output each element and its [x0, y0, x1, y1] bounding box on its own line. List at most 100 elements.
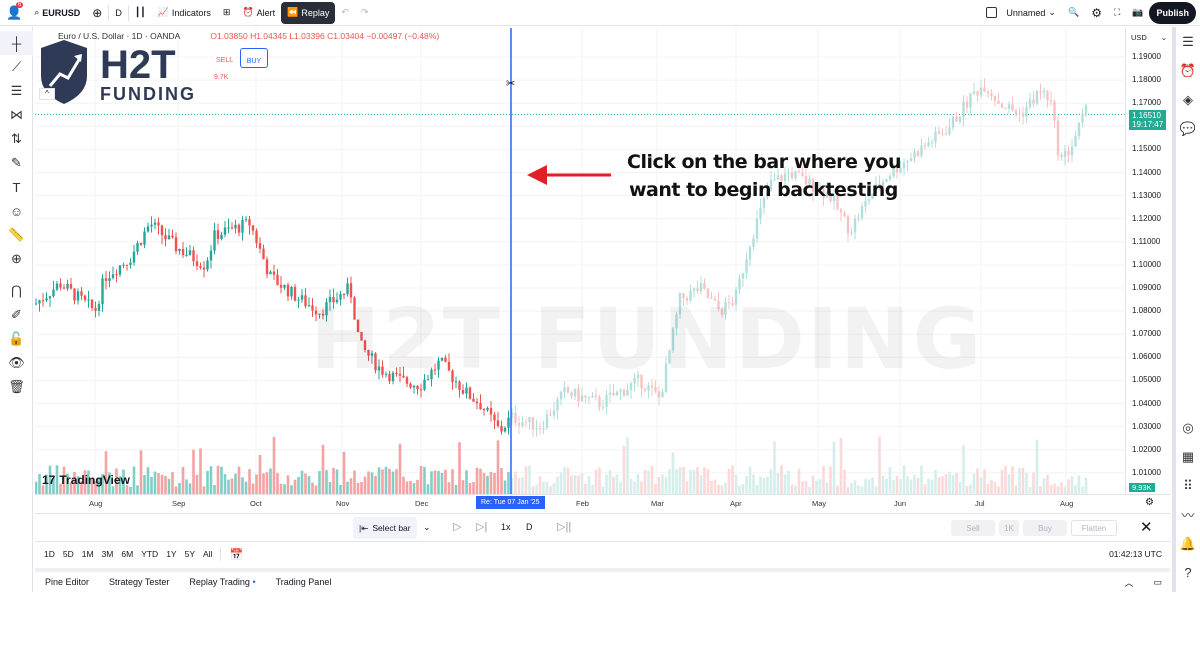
buy-market-button[interactable]: Buy	[1023, 520, 1067, 536]
currency-selector[interactable]: USD ⌄	[1131, 33, 1167, 42]
range-6m[interactable]: 6M	[121, 549, 134, 559]
quantity-field[interactable]: 1K	[999, 520, 1019, 536]
text-icon[interactable]: T	[12, 179, 21, 195]
compare-button[interactable]: ⊕	[86, 2, 108, 24]
go-to-date-icon[interactable]: 📅	[229, 548, 244, 561]
quick-search-button[interactable]: 🔍	[1067, 7, 1080, 17]
volume-bar	[412, 483, 416, 495]
range-1d[interactable]: 1D	[44, 549, 55, 559]
trash-icon[interactable]: 🗑	[8, 379, 25, 394]
bell-icon[interactable]: 🔔	[1179, 535, 1197, 551]
range-1m[interactable]: 1M	[81, 549, 94, 559]
trend-line-icon[interactable]: ⟋	[11, 59, 22, 74]
indicators-button[interactable]: 📈 Indicators	[152, 2, 217, 24]
lock-drawing-icon[interactable]: ✐	[11, 307, 22, 322]
flatten-button[interactable]: Flatten	[1071, 520, 1117, 536]
candle	[230, 227, 234, 229]
position-icon[interactable]: ⇅	[11, 131, 22, 146]
jump-to-realtime-button[interactable]: ▷||	[557, 521, 572, 533]
templates-button[interactable]: ⊞	[217, 2, 237, 24]
volume-bar	[654, 483, 657, 495]
calendar-icon[interactable]: ▦	[1181, 448, 1195, 464]
fullscreen-button[interactable]: ⛶	[1108, 2, 1126, 24]
volume-bar	[871, 477, 874, 495]
candle	[650, 385, 654, 388]
lock-icon[interactable]: 🔓	[8, 331, 25, 346]
tab-replay-trading[interactable]: Replay Trading •	[189, 577, 255, 587]
candle	[101, 278, 104, 305]
interval-button[interactable]: D	[115, 7, 122, 18]
replay-button[interactable]: ⏪ Replay	[281, 1, 336, 24]
crosshair-icon[interactable]: ┼	[0, 31, 33, 55]
tab-strategy-tester[interactable]: Strategy Tester	[109, 577, 170, 587]
volume-bar	[1070, 476, 1074, 495]
sell-market-button[interactable]: Sell	[951, 520, 995, 536]
target-icon[interactable]: ◎	[1182, 419, 1194, 435]
select-bar-button[interactable]: |⇤ Select bar	[353, 517, 417, 539]
axis-settings-icon[interactable]: ⚙	[1145, 497, 1154, 508]
volume-bar	[76, 476, 80, 495]
alert-button[interactable]: ⏰ Alert	[236, 2, 281, 24]
collapse-panel-button[interactable]: ︿	[1124, 577, 1134, 588]
range-all[interactable]: All	[203, 549, 213, 559]
layers-icon[interactable]: ◈	[1183, 91, 1193, 107]
maximize-panel-button[interactable]: ▭	[1153, 576, 1162, 587]
alarm-clock-icon[interactable]: ⏰	[1179, 62, 1197, 78]
close-replay-button[interactable]: ✕	[1140, 519, 1153, 536]
fib-icon[interactable]: ☰	[10, 83, 23, 98]
brush-icon[interactable]: ✎	[11, 155, 22, 170]
chart-pane[interactable]: ✂	[35, 28, 1125, 495]
range-1y[interactable]: 1Y	[166, 549, 177, 559]
replay-interval-button[interactable]: D	[526, 522, 533, 532]
clock[interactable]: 01:42:13 UTC	[1109, 549, 1162, 559]
zoom-in-icon[interactable]: ⊕	[11, 251, 22, 266]
emoji-icon[interactable]: ☺	[9, 203, 24, 219]
candle	[976, 91, 979, 96]
price-axis[interactable]: USD ⌄ 1.19000 1.18000 1.17000 1.15000 1.14000…	[1125, 28, 1170, 495]
candle	[850, 232, 853, 234]
range-3m[interactable]: 3M	[101, 549, 114, 559]
screenshot-button[interactable]: 📷	[1126, 2, 1149, 24]
publish-button[interactable]: Publish	[1149, 1, 1196, 24]
settings-button[interactable]: ⚙	[1085, 2, 1108, 24]
apps-icon[interactable]: ⠿	[1183, 477, 1193, 493]
step-forward-button[interactable]: ▷|	[476, 521, 488, 533]
candle	[108, 277, 111, 281]
play-button[interactable]: ▷	[453, 521, 462, 533]
broadcast-icon[interactable]: 〰	[1181, 508, 1195, 523]
range-5y[interactable]: 5Y	[184, 549, 195, 559]
volume-bar	[216, 465, 220, 495]
range-ytd[interactable]: YTD	[141, 549, 159, 559]
redo-button[interactable]: ↷	[360, 7, 369, 17]
symbol-search[interactable]: ⌕ EURUSD	[28, 2, 86, 24]
watchlist-icon[interactable]: ☰	[1182, 33, 1194, 49]
collapse-legend-button[interactable]: ^	[39, 88, 55, 100]
range-5d[interactable]: 5D	[62, 549, 74, 559]
tab-trading-panel[interactable]: Trading Panel	[275, 577, 332, 587]
volume-bar	[1060, 482, 1063, 495]
layout-menu[interactable]: Unnamed ⌄	[980, 2, 1062, 24]
magnet-icon[interactable]: ⋂	[11, 283, 22, 298]
buy-button[interactable]: BUY	[240, 48, 268, 68]
chat-icon[interactable]: 💬	[1179, 120, 1197, 136]
tab-pine-editor[interactable]: Pine Editor	[45, 577, 90, 587]
volume-bar	[846, 486, 850, 495]
chart-type-button[interactable]: ┃┃	[129, 2, 152, 24]
sell-button[interactable]: SELL	[214, 56, 236, 65]
candle	[1011, 104, 1014, 111]
time-axis[interactable]: Aug Sep Oct Nov Dec Feb Mar Apr May Jun Jul Aug Re:…	[35, 494, 1170, 510]
chart-legend: Euro / U.S. Dollar · 1D · OANDA O1.03850…	[58, 31, 439, 41]
pattern-icon[interactable]: ⋈	[10, 107, 23, 122]
help-icon[interactable]: ?	[1184, 565, 1192, 580]
volume-bar	[41, 485, 45, 495]
candle	[549, 414, 552, 416]
ruler-icon[interactable]: 📏	[8, 227, 25, 242]
candle	[1046, 90, 1049, 101]
chevron-down-icon[interactable]: ⌄	[423, 522, 431, 532]
avatar[interactable]: 👤 6	[0, 1, 28, 24]
candles-chart[interactable]: ✂	[35, 28, 1125, 495]
speed-button[interactable]: 1x	[501, 522, 511, 532]
volume-bar	[440, 472, 444, 495]
eye-icon[interactable]: 👁	[8, 355, 25, 370]
undo-button[interactable]: ↶	[341, 7, 349, 17]
